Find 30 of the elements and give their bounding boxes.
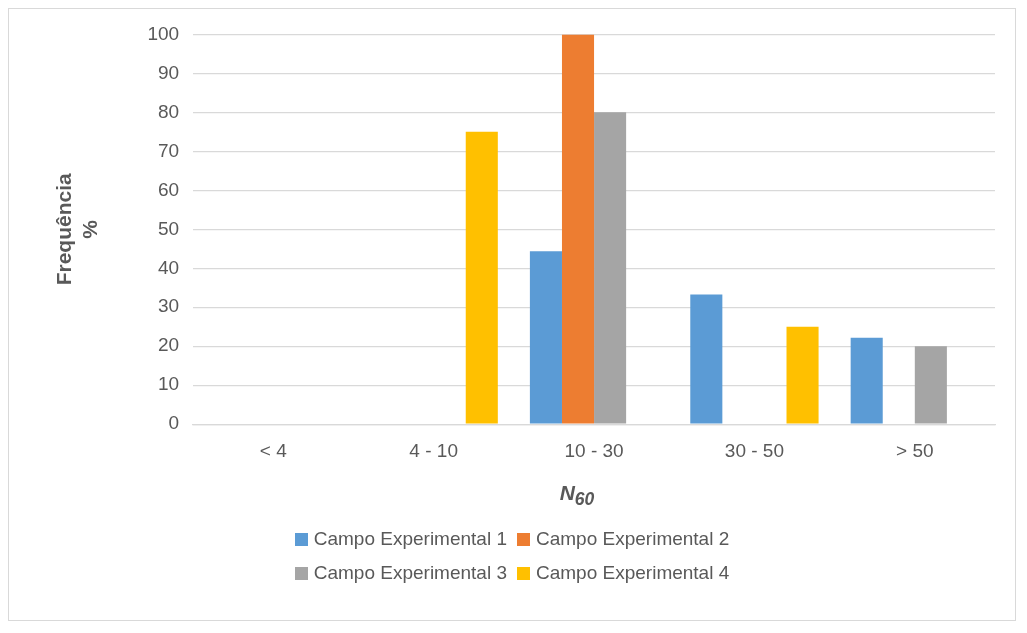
legend-label: Campo Experimental 4 xyxy=(536,562,730,585)
bar xyxy=(561,34,595,424)
y-tick-label: 80 xyxy=(157,100,180,122)
bar xyxy=(594,112,627,424)
x-tick-label: 4 - 10 xyxy=(409,439,458,461)
x-tick-label: 10 - 30 xyxy=(564,439,624,461)
y-tick-label: 50 xyxy=(157,217,180,239)
y-tick-label: 40 xyxy=(157,256,180,278)
y-tick-label: 90 xyxy=(157,61,180,83)
x-tick-label: < 4 xyxy=(259,439,288,461)
y-tick-label: 100 xyxy=(147,22,180,44)
legend-label: Campo Experimental 2 xyxy=(536,528,730,551)
y-tick-label: 70 xyxy=(157,139,180,161)
bar xyxy=(690,294,723,424)
y-tick-label: 60 xyxy=(157,178,180,200)
y-axis-title: Frequência % xyxy=(52,172,101,286)
bar xyxy=(529,251,562,424)
y-tick-label: 0 xyxy=(168,412,180,434)
legend-label: Campo Experimental 1 xyxy=(313,528,507,551)
x-tick-label: > 50 xyxy=(896,439,934,461)
legend-label: Campo Experimental 3 xyxy=(313,562,507,585)
bar xyxy=(850,337,883,424)
bar xyxy=(786,326,819,424)
bar xyxy=(914,346,947,424)
x-tick-label: 30 - 50 xyxy=(724,439,785,461)
x-axis-title: N$_{60}$ xyxy=(558,481,596,511)
y-tick-label: 10 xyxy=(157,373,180,395)
bar xyxy=(465,131,498,424)
y-tick-label: 30 xyxy=(157,295,180,317)
y-tick-label: 20 xyxy=(157,334,180,356)
